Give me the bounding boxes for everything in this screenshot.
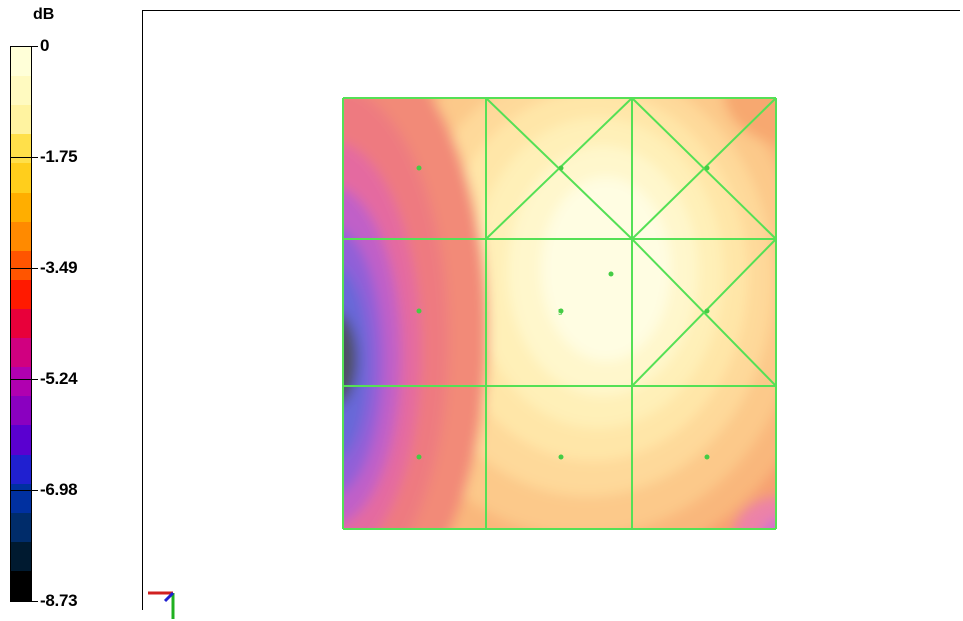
node-point xyxy=(558,308,564,314)
legend-tick xyxy=(10,601,38,602)
legend-tick xyxy=(10,490,38,491)
legend-tick xyxy=(10,46,38,47)
legend-swatch xyxy=(11,454,31,484)
node-points: 5 xyxy=(416,165,710,460)
legend-swatch xyxy=(11,279,31,309)
legend-label: -8.73 xyxy=(40,591,78,610)
node-point xyxy=(558,165,564,171)
legend-swatch xyxy=(11,47,31,77)
legend-label: 0 xyxy=(40,36,50,55)
legend-swatch xyxy=(11,541,31,571)
legend-swatch xyxy=(11,76,31,106)
node-point xyxy=(558,454,564,460)
center-marker-label: 5 xyxy=(558,308,563,317)
node-point xyxy=(416,454,422,460)
legend-label: -3.49 xyxy=(40,258,78,277)
legend-tick xyxy=(10,157,38,158)
legend-tick xyxy=(10,379,38,380)
mesh-diagonal xyxy=(631,97,777,240)
legend-swatch xyxy=(11,221,31,251)
legend-label: -6.98 xyxy=(40,480,78,499)
mesh-diagonal xyxy=(631,238,777,387)
legend-swatch xyxy=(11,512,31,542)
legend-swatch xyxy=(11,570,31,601)
node-point xyxy=(608,271,614,277)
color-legend: dB 0 -1.75 -3.49 -5.24 -6.98 -8.73 xyxy=(0,0,140,612)
legend-swatch xyxy=(11,250,31,280)
plot-viewport[interactable]: 5 xyxy=(142,10,961,619)
legend-swatch xyxy=(11,308,31,339)
axis-triad-icon xyxy=(148,591,175,619)
node-point xyxy=(416,165,422,171)
contour-plot[interactable]: 5 xyxy=(143,11,961,611)
legend-swatch xyxy=(11,134,31,164)
legend-swatch xyxy=(11,483,31,513)
legend-label: -1.75 xyxy=(40,147,78,166)
legend-swatch xyxy=(11,338,31,368)
element-mesh xyxy=(342,97,777,530)
legend-unit: dB xyxy=(33,6,55,23)
legend-label: -5.24 xyxy=(40,369,78,388)
legend-swatch xyxy=(11,367,31,397)
node-point xyxy=(416,308,422,314)
contour-field xyxy=(343,98,776,529)
node-point xyxy=(704,165,710,171)
legend-tick xyxy=(10,268,38,269)
legend-swatch xyxy=(11,105,31,135)
node-point xyxy=(704,308,710,314)
legend-swatch xyxy=(11,425,31,455)
legend-swatch xyxy=(11,396,31,426)
legend-color-bar xyxy=(10,46,32,601)
legend-swatch xyxy=(11,192,31,222)
node-point xyxy=(704,454,710,460)
legend-swatch xyxy=(11,163,31,193)
